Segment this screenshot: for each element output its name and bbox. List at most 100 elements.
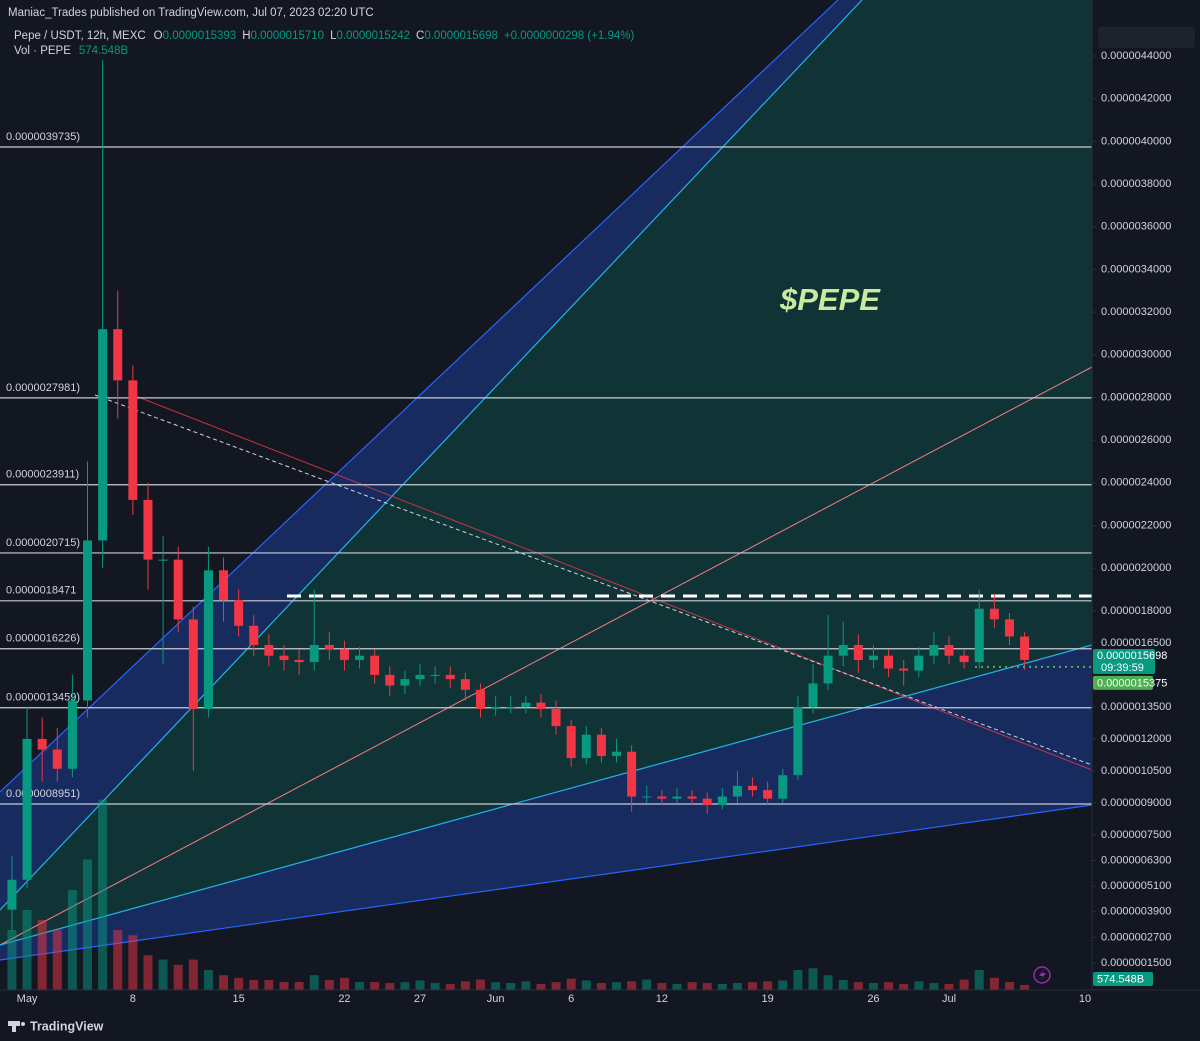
y-tick-label: 0.0000022000 <box>1101 519 1171 531</box>
x-tick-label: 26 <box>867 993 879 1005</box>
volume-value: 574.548B <box>79 45 129 57</box>
candle-body <box>657 796 667 799</box>
candle-body <box>339 649 349 660</box>
fan-line <box>0 644 1092 946</box>
candle-body <box>793 706 803 776</box>
volume-bar <box>309 975 319 990</box>
candle-body <box>853 645 863 660</box>
y-tick-label: 0.0000040000 <box>1101 135 1171 147</box>
x-tick-label: 27 <box>414 993 426 1005</box>
volume-bar <box>687 982 697 990</box>
x-tick-label: 10 <box>1079 993 1091 1005</box>
volume-bar <box>884 982 894 990</box>
annotation: $PEPE <box>779 282 881 317</box>
volume-bar <box>430 983 440 990</box>
fan-zone <box>0 0 1092 945</box>
volume-bar <box>143 955 153 990</box>
volume-box <box>1093 972 1153 986</box>
alert-icon-bolt <box>1039 969 1046 981</box>
volume-bar <box>793 970 803 990</box>
candle-body <box>763 790 773 799</box>
candle-body <box>234 600 244 626</box>
candle-body <box>249 625 259 646</box>
candle-body <box>445 674 455 680</box>
x-tick-label: May <box>17 993 38 1005</box>
candle-body <box>884 655 894 669</box>
volume-bar <box>612 982 622 990</box>
alert-icon[interactable] <box>1033 966 1051 984</box>
candle-body <box>823 655 833 684</box>
candle-body <box>324 645 334 650</box>
candle-body <box>581 734 591 759</box>
volume-bar <box>974 970 984 990</box>
candle-body <box>475 689 485 710</box>
candle-body <box>838 645 848 656</box>
countdown: 09:39:59 <box>1101 662 1144 674</box>
candle-body <box>506 706 516 708</box>
volume-bar <box>249 980 259 990</box>
volume-bar <box>778 980 788 990</box>
candle-body <box>899 668 909 671</box>
volume-bar <box>657 983 667 990</box>
candle-body <box>83 540 93 701</box>
level-label: 0.0000013459) <box>6 692 80 704</box>
volume-bar <box>219 975 229 990</box>
volume-bar <box>52 930 62 990</box>
volumes <box>7 799 1030 990</box>
candle-body <box>536 702 546 710</box>
volume-bar <box>1004 982 1014 990</box>
volume-bar <box>339 977 349 990</box>
logo-mark <box>21 1022 25 1026</box>
candle-body <box>7 879 17 910</box>
logo: TradingView <box>8 1019 104 1033</box>
axis-box <box>1098 27 1195 48</box>
candle-body <box>158 559 168 561</box>
level-label: 0.0000020715) <box>6 537 80 549</box>
volume-bar <box>702 983 712 990</box>
y-tick-label: 0.0000002700 <box>1101 931 1171 943</box>
ohlc-key: L <box>330 30 337 42</box>
volume-bar <box>1020 985 1030 990</box>
ohlc-value: 0.0000015242 <box>336 30 410 42</box>
bid-label: 0.0000015375 <box>1097 677 1167 689</box>
candle-body <box>219 570 229 601</box>
y-tick-label: 0.0000003900 <box>1101 906 1171 918</box>
x-tick-label: 6 <box>568 993 574 1005</box>
candle-body <box>566 726 576 759</box>
volume-bar <box>944 983 954 990</box>
volume-bar <box>868 983 878 990</box>
volume-bar <box>929 983 939 990</box>
y-tick-label: 0.0000026000 <box>1101 434 1171 446</box>
x-tick-label: 19 <box>762 993 774 1005</box>
candle-body <box>551 709 561 727</box>
volume-bar <box>173 964 183 990</box>
y-tick-label: 0.0000038000 <box>1101 178 1171 190</box>
candle-body <box>128 380 138 500</box>
fan-line <box>0 0 839 793</box>
volume-bar <box>445 983 455 990</box>
volume-bar <box>188 959 198 990</box>
volume-bar <box>491 982 501 990</box>
volume-bar <box>37 920 47 990</box>
volume-bar <box>717 983 727 990</box>
volume-bar <box>838 980 848 990</box>
fan-line <box>0 804 1092 961</box>
level-label: 0.0000018471 <box>6 585 76 597</box>
volume-bar <box>460 981 470 990</box>
y-tick-label: 0.0000007500 <box>1101 829 1171 841</box>
x-tick-label: 22 <box>338 993 350 1005</box>
y-tick-label: 0.0000028000 <box>1101 391 1171 403</box>
candle-body <box>385 674 395 686</box>
fan-zone <box>0 645 1092 960</box>
candle-body <box>430 674 440 676</box>
change: +0.0000000298 (+1.94%) <box>504 30 635 42</box>
y-tick-label: 0.0000018000 <box>1101 605 1171 617</box>
publisher: Maniac_Trades published on TradingView.c… <box>8 7 374 19</box>
volume-bar <box>763 981 773 990</box>
candle-body <box>868 655 878 660</box>
candle-body <box>173 559 183 620</box>
volume-bar <box>400 982 410 990</box>
volume-bar <box>748 982 758 990</box>
volume-bar <box>355 982 365 990</box>
candle-body <box>612 751 622 756</box>
